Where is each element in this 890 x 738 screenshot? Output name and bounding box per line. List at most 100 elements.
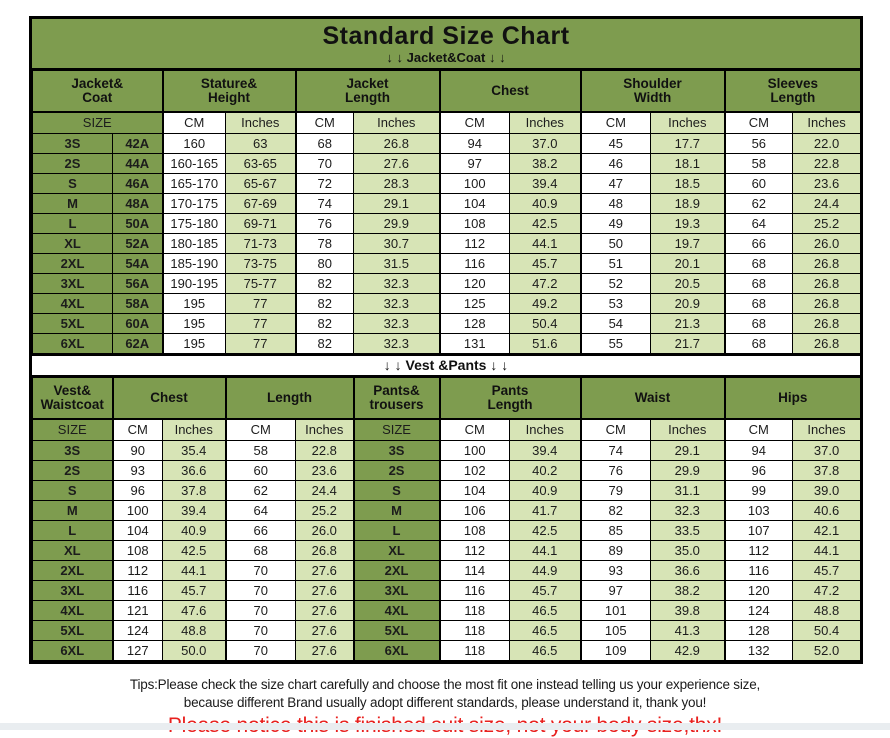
value-cell: 40.6 bbox=[792, 500, 862, 521]
value-cell: 50.0 bbox=[161, 640, 227, 661]
subheader-cell: SIZE bbox=[31, 111, 164, 134]
value-cell: 20.1 bbox=[650, 253, 726, 274]
value-cell: 96 bbox=[111, 480, 163, 501]
value-cell: 77 bbox=[225, 293, 297, 314]
size-cell: XL bbox=[32, 540, 113, 561]
value-cell: 85 bbox=[579, 520, 652, 541]
column-group-header: Waist bbox=[579, 377, 726, 420]
size-cell: 42A bbox=[111, 133, 164, 154]
table-row: L 50A 175-180 69-71 76 29.9 108 42.5 49 19.3 64 25.… bbox=[32, 213, 862, 234]
subheader-cell: CM bbox=[111, 418, 163, 441]
value-cell: 29.9 bbox=[650, 460, 726, 481]
value-cell: 100 bbox=[438, 173, 511, 194]
value-cell: 68 bbox=[723, 313, 794, 334]
value-cell: 114 bbox=[438, 560, 511, 581]
value-cell: 42.5 bbox=[509, 520, 582, 541]
bottom-edge-strip bbox=[0, 723, 890, 730]
subheader-cell: CM bbox=[438, 111, 511, 134]
value-cell: 32.3 bbox=[650, 500, 726, 521]
value-cell: 45 bbox=[579, 133, 652, 154]
value-cell: 82 bbox=[294, 313, 355, 334]
size-cell: 54A bbox=[111, 253, 164, 274]
value-cell: 49.2 bbox=[509, 293, 582, 314]
value-cell: 160 bbox=[161, 133, 227, 154]
value-cell: 108 bbox=[438, 213, 511, 234]
value-cell: 118 bbox=[438, 640, 511, 661]
value-cell: 44.1 bbox=[509, 233, 582, 254]
value-cell: 26.8 bbox=[792, 313, 862, 334]
value-cell: 25.2 bbox=[295, 500, 355, 521]
size-cell: 5XL bbox=[352, 620, 441, 641]
value-cell: 58 bbox=[224, 440, 297, 461]
value-cell: 40.9 bbox=[161, 520, 227, 541]
value-cell: 120 bbox=[723, 580, 794, 601]
value-cell: 20.5 bbox=[650, 273, 726, 294]
size-cell: 2S bbox=[32, 153, 113, 174]
subheader-cell: Inches bbox=[295, 418, 355, 441]
value-cell: 26.0 bbox=[295, 520, 355, 541]
value-cell: 131 bbox=[438, 333, 511, 354]
value-cell: 70 bbox=[224, 580, 297, 601]
vest-pants-banner: ↓ ↓ Vest &Pants ↓ ↓ bbox=[32, 354, 860, 377]
size-cell: 3S bbox=[352, 440, 441, 461]
subheader-cell: Inches bbox=[225, 111, 297, 134]
value-cell: 39.4 bbox=[161, 500, 227, 521]
value-cell: 31.1 bbox=[650, 480, 726, 501]
value-cell: 52.0 bbox=[792, 640, 862, 661]
jacket-coat-table: Jacket& Coat Stature& Height Jacket Length… bbox=[31, 70, 862, 354]
value-cell: 48.8 bbox=[792, 600, 862, 621]
value-cell: 120 bbox=[438, 273, 511, 294]
value-cell: 27.6 bbox=[295, 620, 355, 641]
value-cell: 185-190 bbox=[161, 253, 227, 274]
value-cell: 127 bbox=[111, 640, 163, 661]
value-cell: 104 bbox=[438, 480, 511, 501]
value-cell: 36.6 bbox=[161, 460, 227, 481]
size-cell: 3S bbox=[32, 133, 113, 154]
value-cell: 32.3 bbox=[353, 293, 441, 314]
value-cell: 101 bbox=[579, 600, 652, 621]
value-cell: 70 bbox=[224, 640, 297, 661]
value-cell: 195 bbox=[161, 313, 227, 334]
value-cell: 118 bbox=[438, 600, 511, 621]
value-cell: 32.3 bbox=[353, 333, 441, 354]
subheader-cell: Inches bbox=[792, 111, 862, 134]
table-row: S 46A 165-170 65-67 72 28.3 100 39.4 47 18.5 60 23.… bbox=[32, 173, 862, 194]
table-row: 5XL 124 48.8 70 27.6 5XL 118 46.5 105 41.3 128 50.4 bbox=[32, 620, 862, 641]
value-cell: 47.6 bbox=[161, 600, 227, 621]
value-cell: 50.4 bbox=[509, 313, 582, 334]
column-group-header: Vest& Waistcoat bbox=[32, 377, 113, 420]
value-cell: 125 bbox=[438, 293, 511, 314]
subheader-cell: CM bbox=[161, 111, 227, 134]
size-cell: L bbox=[352, 520, 441, 541]
value-cell: 75-77 bbox=[225, 273, 297, 294]
value-cell: 51.6 bbox=[509, 333, 582, 354]
value-cell: 32.3 bbox=[353, 313, 441, 334]
value-cell: 103 bbox=[723, 500, 794, 521]
table-row: S 96 37.8 62 24.4 S 104 40.9 79 31.1 99 39.0 bbox=[32, 480, 862, 501]
size-cell: L bbox=[32, 213, 113, 234]
value-cell: 109 bbox=[579, 640, 652, 661]
column-group-header: Chest bbox=[111, 377, 227, 420]
value-cell: 17.7 bbox=[650, 133, 726, 154]
value-cell: 170-175 bbox=[161, 193, 227, 214]
value-cell: 38.2 bbox=[650, 580, 726, 601]
value-cell: 107 bbox=[723, 520, 794, 541]
value-cell: 128 bbox=[723, 620, 794, 641]
value-cell: 26.8 bbox=[353, 133, 441, 154]
value-cell: 63-65 bbox=[225, 153, 297, 174]
value-cell: 58 bbox=[723, 153, 794, 174]
table-row: 6XL 127 50.0 70 27.6 6XL 118 46.5 109 42.9 132 52.0 bbox=[32, 640, 862, 661]
size-cell: 52A bbox=[111, 233, 164, 254]
size-cell: 4XL bbox=[352, 600, 441, 621]
size-cell: 5XL bbox=[32, 620, 113, 641]
value-cell: 74 bbox=[294, 193, 355, 214]
value-cell: 24.4 bbox=[295, 480, 355, 501]
value-cell: 39.4 bbox=[509, 440, 582, 461]
value-cell: 41.3 bbox=[650, 620, 726, 641]
value-cell: 76 bbox=[579, 460, 652, 481]
value-cell: 37.8 bbox=[792, 460, 862, 481]
value-cell: 50.4 bbox=[792, 620, 862, 641]
value-cell: 70 bbox=[294, 153, 355, 174]
value-cell: 26.8 bbox=[295, 540, 355, 561]
size-cell: S bbox=[32, 480, 113, 501]
